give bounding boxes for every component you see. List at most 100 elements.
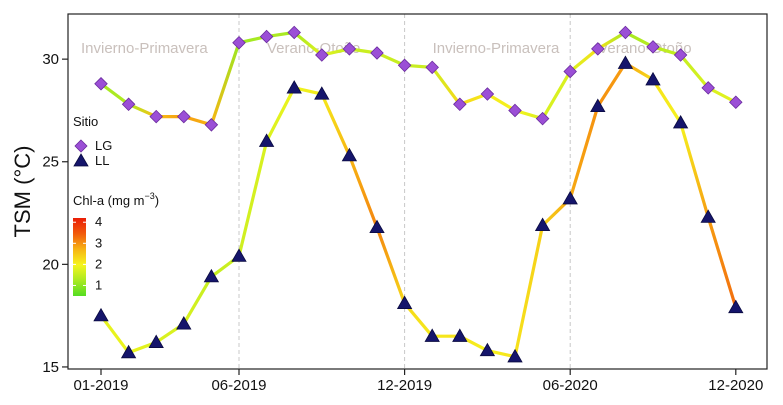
series-ll-point	[369, 219, 385, 234]
series-ll-segment	[375, 225, 407, 305]
series-lg-segment	[623, 30, 655, 49]
series-ll-point	[590, 98, 606, 112]
series-lg-point	[204, 118, 219, 132]
y-tick-label: 25	[42, 154, 59, 171]
series-lg-point	[315, 48, 329, 62]
series-lg-point	[480, 87, 495, 101]
colorbar-ticks: 1 2 3 4	[73, 214, 102, 292]
series-ll-segment	[651, 78, 683, 125]
series-ll-segment	[347, 153, 379, 230]
series-lg-segment	[485, 92, 517, 113]
series-ll-point	[617, 55, 634, 69]
series-ll-segment	[237, 139, 269, 258]
colorbar	[73, 218, 86, 296]
series-ll-point	[203, 268, 220, 283]
x-tick-label: 06-2019	[211, 377, 266, 394]
series-ll-segment	[568, 104, 600, 201]
colorbar-title-close: )	[155, 193, 159, 208]
series-ll-point	[258, 133, 275, 147]
series-lg-segment	[430, 65, 462, 106]
series-lg-point	[94, 77, 108, 91]
colorbar-tick-label: 4	[95, 214, 102, 229]
colorbar-tick-label: 2	[95, 256, 102, 271]
series-ll-point	[396, 295, 413, 309]
series-ll-point	[672, 114, 689, 129]
series-lg-point	[397, 58, 412, 73]
series-lg-segment	[706, 86, 738, 104]
series-lg-segment	[209, 41, 241, 127]
season-label: Invierno-Primavera	[81, 40, 208, 57]
series-ll-segment	[265, 86, 296, 143]
series-lg-segment	[540, 69, 572, 121]
series-lg-point	[259, 29, 274, 44]
series-lg-point	[232, 35, 246, 50]
legend-entry-lg: LG	[95, 138, 112, 153]
series-ll-point	[479, 342, 496, 357]
series-ll-point	[341, 147, 358, 162]
series-ll-point	[728, 299, 744, 314]
season-label: Invierno-Primavera	[433, 40, 560, 57]
series-ll-point	[424, 328, 440, 342]
series-ll-point	[286, 80, 302, 94]
series-lg-point	[508, 103, 522, 118]
series-lg-point	[591, 42, 605, 56]
y-axis-title: TSM (°C)	[10, 146, 35, 238]
legend-title: Sitio	[73, 114, 98, 129]
series-lg-point	[535, 111, 550, 126]
series-lg-point	[646, 40, 660, 54]
series-ll-point	[93, 307, 109, 322]
season-layer: Invierno-PrimaveraVerano-OtoñoInvierno-P…	[81, 14, 692, 369]
series-lg-point	[177, 109, 191, 124]
series-lg-segment	[596, 30, 628, 51]
series-lg-point	[673, 48, 688, 62]
series-lg-point	[563, 64, 577, 79]
series-ll-point	[534, 217, 551, 232]
x-tick-label: 06-2020	[543, 377, 598, 394]
series-lg-point	[701, 81, 715, 95]
y-tick-label: 15	[42, 359, 59, 376]
series-lg-point	[729, 95, 743, 110]
legend-lg-marker	[74, 139, 88, 153]
series-ll-segment	[596, 61, 628, 108]
series-ll-segment	[678, 121, 710, 219]
series-ll-point	[700, 209, 716, 223]
series-lg-point	[370, 46, 384, 60]
x-tick-label: 01-2019	[73, 377, 128, 394]
series-lg-point	[453, 97, 467, 112]
series-ll-segment	[320, 92, 351, 158]
legend-entry-ll: LL	[95, 153, 109, 168]
colorbar-title-main: Chl-a (mg m	[73, 193, 145, 208]
colorbar-title-sup: −3	[145, 191, 155, 201]
y-tick-label: 20	[42, 256, 59, 273]
series-ll-point	[562, 190, 578, 205]
series-lg-point	[287, 25, 301, 40]
series-ll-point	[120, 344, 137, 359]
series-ll-point	[231, 248, 247, 262]
series-lg-segment	[99, 82, 131, 106]
series-lg-segment	[292, 30, 324, 57]
series-lg-segment	[568, 47, 600, 74]
series-ll-segment	[706, 215, 738, 310]
legend-ll-marker	[73, 153, 89, 167]
series-ll-point	[314, 86, 330, 100]
series-lg-point	[342, 42, 357, 56]
legend: Sitio LG LL Chl-a (mg m−3) 1 2 3 4	[73, 114, 159, 296]
series-ll-point	[452, 328, 468, 342]
colorbar-title: Chl-a (mg m−3)	[73, 191, 159, 208]
series-lg-segment	[678, 53, 710, 90]
series-ll-point	[176, 316, 192, 330]
y-axis: 15 20 25 30	[42, 51, 68, 376]
series-lg-point	[425, 60, 439, 75]
series-ll-point	[645, 71, 661, 86]
x-axis: 01-2019 06-2019 12-2019 06-2020 12-2020	[73, 369, 763, 394]
colorbar-tick-label: 3	[95, 235, 102, 250]
series-ll-segment	[182, 275, 213, 326]
series-ll-point	[507, 348, 523, 363]
series-lg-point	[149, 109, 163, 124]
series-markers	[93, 25, 744, 363]
series-lines	[99, 30, 738, 359]
x-tick-label: 12-2019	[377, 377, 432, 394]
y-tick-label: 30	[42, 51, 59, 68]
x-tick-label: 12-2020	[708, 377, 763, 394]
